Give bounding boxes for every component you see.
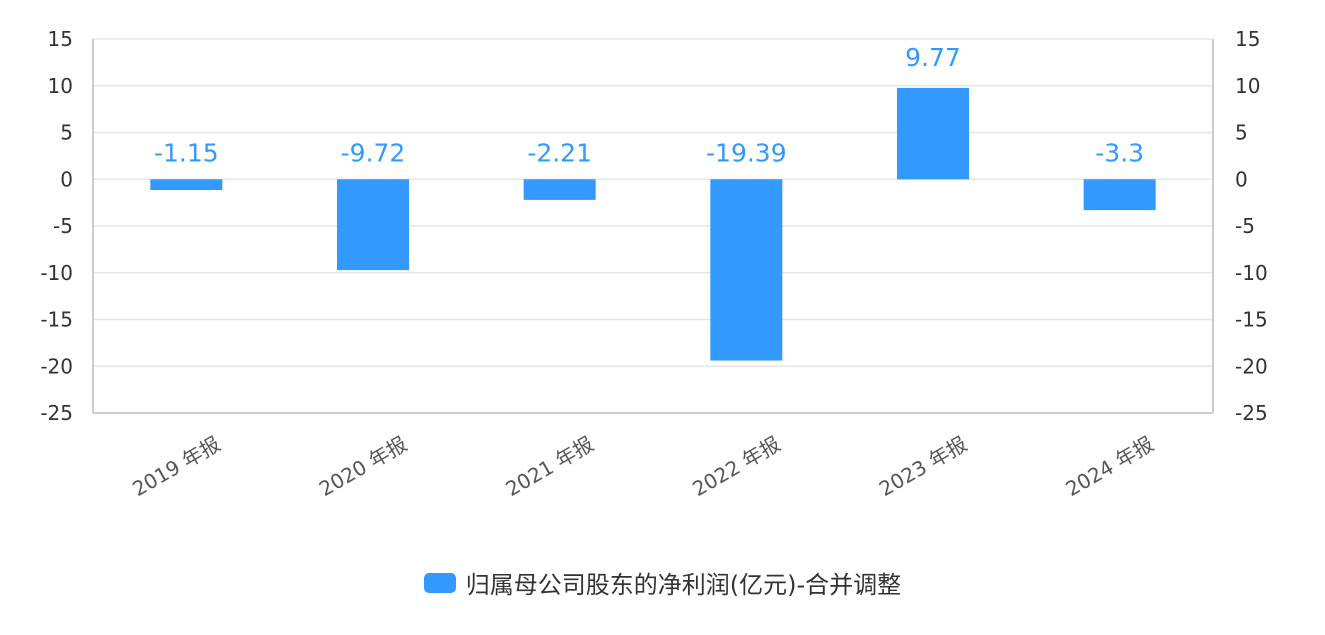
y-tick-label-left: 15: [48, 27, 73, 51]
x-tick-label: 2024 年报: [1062, 432, 1158, 501]
y-tick-label-right: -5: [1235, 214, 1255, 238]
axes: [92, 39, 1214, 414]
y-tick-label-left: -5: [53, 214, 73, 238]
bar[interactable]: [337, 179, 409, 271]
right-y-axis-ticks: 15 10 5 0 -5 -10 -15 -20 -25: [1235, 27, 1268, 425]
data-label: -9.72: [341, 138, 406, 167]
y-tick-label-left: -20: [40, 354, 73, 378]
bar[interactable]: [1083, 179, 1156, 211]
bars: [150, 87, 1156, 361]
y-tick-label-right: 10: [1235, 74, 1260, 98]
y-tick-label-left: 0: [60, 167, 73, 191]
bar[interactable]: [150, 179, 223, 191]
data-label: -1.15: [154, 138, 219, 167]
legend[interactable]: 归属母公司股东的净利润(亿元)-合并调整: [0, 565, 1325, 600]
data-label: -19.39: [706, 138, 787, 167]
y-tick-label-right: 0: [1235, 167, 1248, 191]
y-tick-label-right: -25: [1235, 401, 1268, 425]
bar-chart: 15 10 5 0 -5 -10 -15 -20 -25 15 10 5 0 -5 -10 -15 -20 -2…: [40, 27, 1268, 501]
x-tick-label: 2019 年报: [128, 432, 224, 501]
x-tick-label: 2023 年报: [875, 432, 971, 501]
data-labels: -1.15 -9.72 -2.21 -19.39 9.77 -3.3: [154, 43, 1144, 167]
bar[interactable]: [897, 87, 969, 180]
x-tick-label: 2022 年报: [688, 432, 784, 501]
data-label: -2.21: [527, 138, 592, 167]
gridlines: [93, 38, 1213, 367]
legend-label: 归属母公司股东的净利润(亿元)-合并调整: [465, 571, 902, 599]
y-tick-label-right: 5: [1235, 121, 1248, 145]
x-tick-label: 2020 年报: [315, 432, 411, 501]
y-tick-label-right: -20: [1235, 354, 1268, 378]
y-tick-label-right: -10: [1235, 261, 1268, 285]
y-tick-label-left: -10: [40, 261, 73, 285]
data-label: -3.3: [1095, 138, 1144, 167]
y-tick-label-right: -15: [1235, 308, 1268, 332]
bar[interactable]: [523, 179, 596, 200]
left-y-axis-ticks: 15 10 5 0 -5 -10 -15 -20 -25: [40, 27, 73, 425]
y-tick-label-right: 15: [1235, 27, 1260, 51]
y-tick-label-left: -15: [40, 308, 73, 332]
x-tick-label: 2021 年报: [502, 432, 598, 501]
data-label: 9.77: [905, 43, 961, 72]
y-tick-label-left: -25: [40, 401, 73, 425]
legend-swatch: [423, 572, 456, 593]
y-tick-label-left: 10: [48, 74, 73, 98]
x-axis-ticks: 2019 年报 2020 年报 2021 年报 2022 年报 2023 年报 2024 …: [128, 432, 1158, 501]
bar[interactable]: [710, 179, 783, 361]
y-tick-label-left: 5: [60, 121, 73, 145]
